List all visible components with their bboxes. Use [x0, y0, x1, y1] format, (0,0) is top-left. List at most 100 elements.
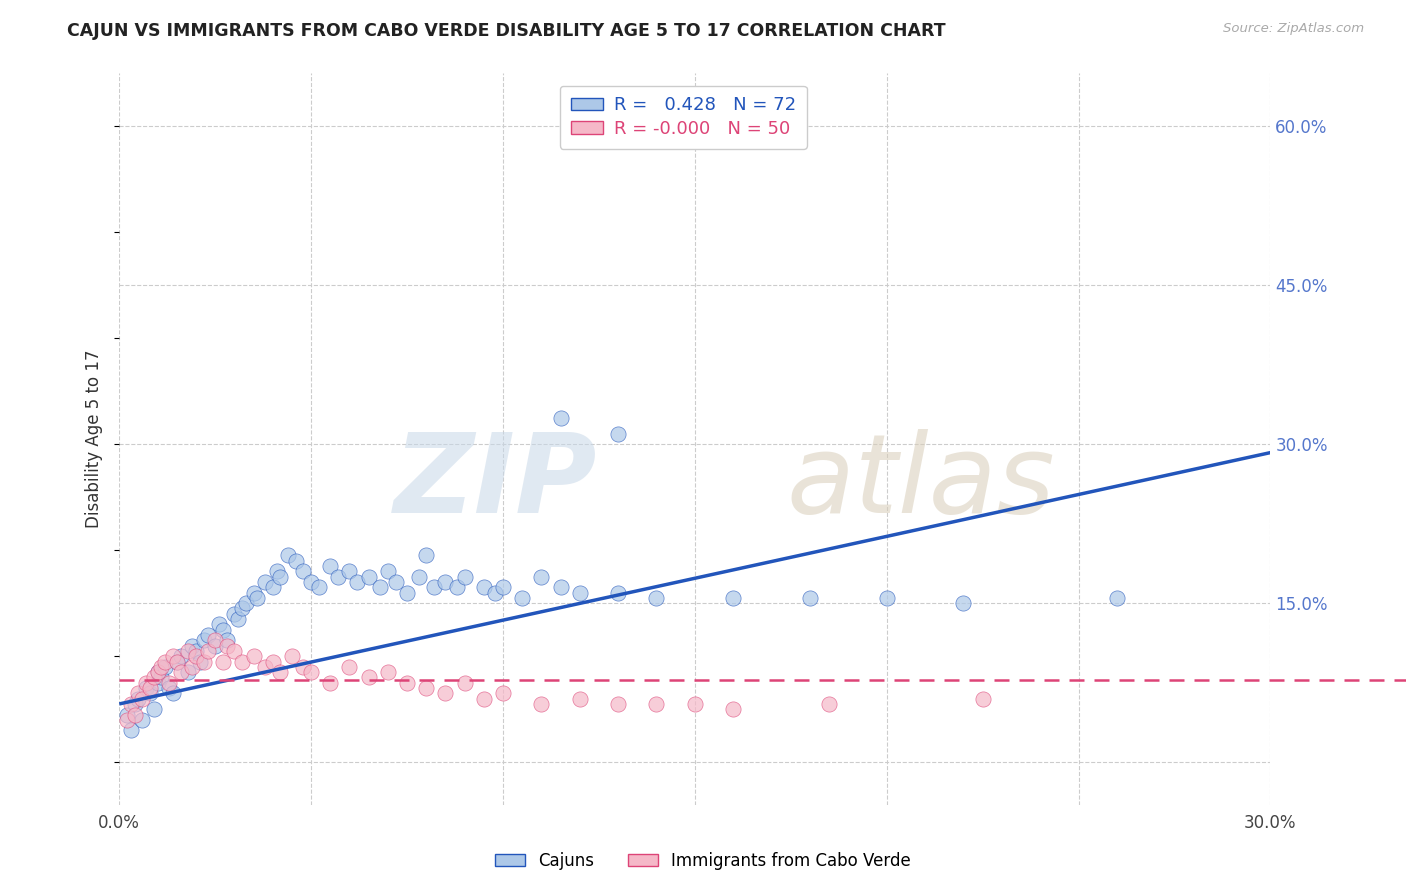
Legend: R =   0.428   N = 72, R = -0.000   N = 50: R = 0.428 N = 72, R = -0.000 N = 50	[560, 86, 807, 149]
Point	[530, 570, 553, 584]
Point	[266, 565, 288, 579]
Point	[568, 585, 591, 599]
Text: ZIP: ZIP	[394, 429, 598, 536]
Point	[204, 633, 226, 648]
Point	[162, 649, 184, 664]
Point	[472, 691, 495, 706]
Point	[212, 655, 235, 669]
Point	[157, 675, 180, 690]
Point	[284, 554, 307, 568]
Point	[269, 665, 291, 680]
Point	[319, 675, 342, 690]
Point	[197, 644, 219, 658]
Point	[972, 691, 994, 706]
Point	[446, 580, 468, 594]
Point	[242, 585, 264, 599]
Point	[181, 639, 204, 653]
Point	[453, 675, 475, 690]
Point	[224, 644, 246, 658]
Point	[346, 574, 368, 589]
Point	[124, 697, 146, 711]
Point	[184, 644, 207, 658]
Point	[162, 686, 184, 700]
Point	[146, 665, 169, 680]
Point	[115, 713, 138, 727]
Point	[492, 686, 515, 700]
Point	[231, 655, 253, 669]
Point	[396, 585, 419, 599]
Point	[818, 697, 841, 711]
Point	[146, 675, 169, 690]
Point	[177, 644, 200, 658]
Y-axis label: Disability Age 5 to 17: Disability Age 5 to 17	[86, 350, 103, 528]
Point	[799, 591, 821, 605]
Point	[721, 591, 744, 605]
Point	[645, 591, 668, 605]
Point	[952, 596, 974, 610]
Point	[224, 607, 246, 621]
Point	[155, 655, 177, 669]
Point	[472, 580, 495, 594]
Point	[423, 580, 446, 594]
Point	[135, 681, 157, 695]
Point	[215, 639, 238, 653]
Point	[120, 697, 142, 711]
Point	[212, 623, 235, 637]
Point	[683, 697, 706, 711]
Point	[169, 649, 191, 664]
Point	[434, 574, 457, 589]
Point	[492, 580, 515, 594]
Point	[208, 617, 231, 632]
Point	[131, 691, 153, 706]
Point	[242, 649, 264, 664]
Point	[484, 585, 506, 599]
Point	[262, 655, 284, 669]
Point	[127, 686, 149, 700]
Point	[368, 580, 391, 594]
Point	[292, 565, 315, 579]
Point	[177, 665, 200, 680]
Point	[231, 601, 253, 615]
Point	[269, 570, 291, 584]
Point	[115, 707, 138, 722]
Point	[226, 612, 249, 626]
Point	[550, 580, 572, 594]
Point	[319, 559, 342, 574]
Point	[150, 670, 173, 684]
Point	[139, 681, 162, 695]
Point	[607, 585, 630, 599]
Point	[193, 633, 215, 648]
Point	[645, 697, 668, 711]
Point	[166, 655, 188, 669]
Point	[124, 707, 146, 722]
Point	[377, 565, 399, 579]
Point	[377, 665, 399, 680]
Point	[453, 570, 475, 584]
Point	[408, 570, 430, 584]
Point	[607, 426, 630, 441]
Point	[339, 660, 361, 674]
Point	[384, 574, 406, 589]
Point	[292, 660, 315, 674]
Point	[550, 410, 572, 425]
Text: CAJUN VS IMMIGRANTS FROM CABO VERDE DISABILITY AGE 5 TO 17 CORRELATION CHART: CAJUN VS IMMIGRANTS FROM CABO VERDE DISA…	[67, 22, 946, 40]
Point	[339, 565, 361, 579]
Point	[326, 570, 349, 584]
Point	[281, 649, 304, 664]
Point	[254, 660, 277, 674]
Point	[235, 596, 257, 610]
Point	[308, 580, 330, 594]
Point	[415, 549, 437, 563]
Point	[876, 591, 898, 605]
Point	[215, 633, 238, 648]
Point	[204, 639, 226, 653]
Point	[181, 660, 204, 674]
Point	[357, 570, 380, 584]
Point	[193, 655, 215, 669]
Point	[197, 628, 219, 642]
Point	[184, 649, 207, 664]
Legend: Cajuns, Immigrants from Cabo Verde: Cajuns, Immigrants from Cabo Verde	[488, 846, 918, 877]
Point	[142, 702, 165, 716]
Point	[396, 675, 419, 690]
Point	[169, 665, 191, 680]
